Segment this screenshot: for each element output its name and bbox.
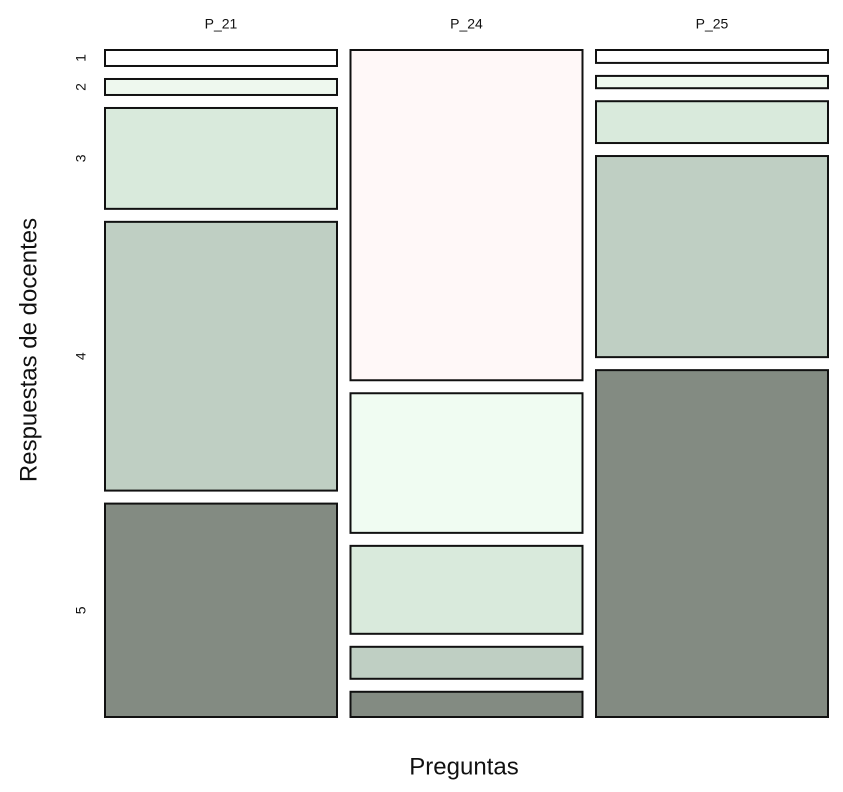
mosaic-cell: [104, 220, 338, 492]
column-label: P_21: [205, 16, 238, 32]
mosaic-cell: [595, 100, 829, 145]
y-category-label: 2: [73, 83, 89, 91]
y-category-label: 4: [73, 352, 89, 360]
y-category-label: 5: [73, 606, 89, 614]
mosaic-cell: [595, 369, 829, 718]
mosaic-cell: [349, 645, 584, 680]
mosaic-cell: [104, 49, 338, 67]
y-category-label: 3: [73, 154, 89, 162]
column-label: P_25: [696, 16, 729, 32]
mosaic-cell: [595, 74, 829, 90]
mosaic-cell: [349, 49, 584, 382]
column-label: P_24: [450, 16, 483, 32]
mosaic-cell: [595, 155, 829, 359]
x-axis-label: Preguntas: [409, 753, 518, 780]
y-axis-label: Respuestas de docentes: [15, 218, 42, 482]
mosaic-cell: [349, 690, 584, 718]
y-category-label: 1: [73, 54, 89, 62]
mosaic-cell: [104, 106, 338, 210]
mosaic-cell: [349, 392, 584, 534]
mosaic-cell: [104, 77, 338, 96]
mosaic-cell: [349, 544, 584, 635]
mosaic-cell: [104, 502, 338, 718]
mosaic-cell: [595, 49, 829, 64]
